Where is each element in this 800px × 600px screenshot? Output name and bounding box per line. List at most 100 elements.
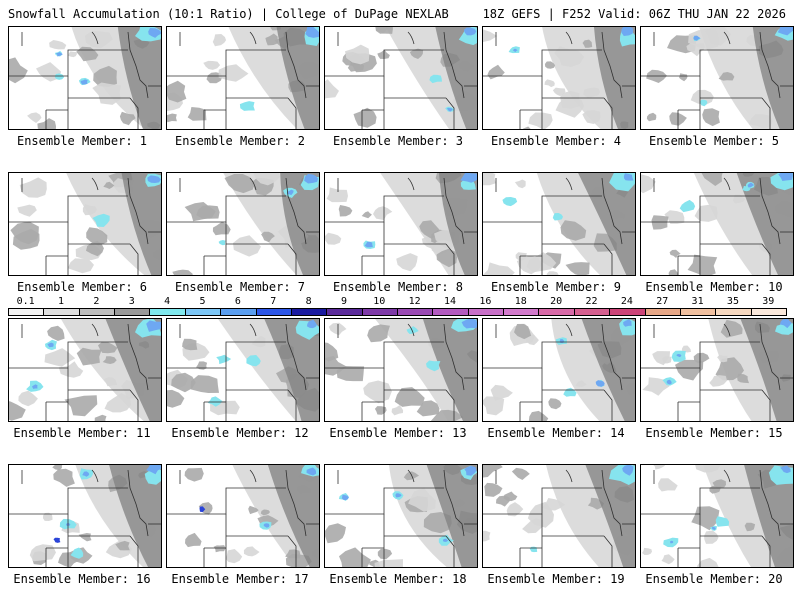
colorbar-swatch (184, 308, 222, 316)
run-valid-time: 18Z GEFS | F252 Valid: 06Z THU JAN 22 20… (482, 7, 786, 21)
colorbar-swatch (290, 308, 328, 316)
ensemble-panel: Ensemble Member: 3 (318, 26, 478, 156)
colorbar-tick-label: 22 (585, 296, 598, 307)
snowfall-map (8, 464, 162, 568)
ensemble-panel: Ensemble Member: 6 (2, 172, 162, 302)
colorbar-swatch (503, 308, 540, 316)
colorbar-tick-label: 16 (479, 296, 492, 307)
figure-title: Snowfall Accumulation (10:1 Ratio) | Col… (8, 7, 449, 21)
ensemble-panel: Ensemble Member: 12 (160, 318, 320, 448)
snowfall-map (640, 26, 794, 130)
member-label: Ensemble Member: 8 (332, 280, 464, 294)
ensemble-panel: Ensemble Member: 11 (2, 318, 162, 448)
ensemble-panel: Ensemble Member: 16 (2, 464, 162, 594)
colorbar-swatch (679, 308, 717, 316)
colorbar-tick-label: 18 (514, 296, 527, 307)
colorbar-tick-label: 12 (408, 296, 421, 307)
snowfall-colorbar: 0.1 1 2 3 4 5 6 7 8 9 10 12 14 16 18 20 22 24 27 31 35 39 (8, 296, 787, 320)
colorbar-swatch (8, 308, 45, 316)
snowfall-map (8, 318, 162, 422)
ensemble-panel: Ensemble Member: 1 (2, 26, 162, 156)
colorbar-swatch (573, 308, 611, 316)
member-label: Ensemble Member: 6 (16, 280, 148, 294)
snowfall-map (482, 318, 636, 422)
ensemble-panel: Ensemble Member: 9 (476, 172, 636, 302)
colorbar-swatch (432, 308, 469, 316)
ensemble-panel: Ensemble Member: 20 (634, 464, 794, 594)
member-label: Ensemble Member: 10 (645, 280, 783, 294)
member-label: Ensemble Member: 1 (16, 134, 148, 148)
member-label: Ensemble Member: 9 (490, 280, 622, 294)
member-label: Ensemble Member: 17 (171, 572, 309, 586)
colorbar-swatch (78, 308, 116, 316)
colorbar-swatch (149, 308, 186, 316)
colorbar-tick-label: 39 (762, 296, 775, 307)
colorbar-tick-label: 27 (656, 296, 669, 307)
colorbar-tick-label: 3 (128, 296, 135, 307)
snowfall-map (8, 172, 162, 276)
member-label: Ensemble Member: 13 (329, 426, 467, 440)
snowfall-map (482, 26, 636, 130)
member-label: Ensemble Member: 11 (13, 426, 151, 440)
colorbar-tick-label: 1 (58, 296, 65, 307)
colorbar-swatch (43, 308, 80, 316)
colorbar-tick-label: 2 (93, 296, 100, 307)
snowfall-map (640, 464, 794, 568)
colorbar-tick-label: 8 (305, 296, 312, 307)
ensemble-panel: Ensemble Member: 19 (476, 464, 636, 594)
ensemble-panel: Ensemble Member: 5 (634, 26, 794, 156)
colorbar-swatch (715, 308, 752, 316)
snowfall-map (166, 464, 320, 568)
member-label: Ensemble Member: 14 (487, 426, 625, 440)
colorbar-tick-label: 14 (444, 296, 457, 307)
colorbar-tick-label: 31 (691, 296, 704, 307)
colorbar-tick-label: 24 (620, 296, 633, 307)
colorbar-swatch (255, 308, 292, 316)
snowfall-map (324, 172, 478, 276)
ensemble-panel: Ensemble Member: 4 (476, 26, 636, 156)
member-label: Ensemble Member: 12 (171, 426, 309, 440)
snowfall-map (166, 318, 320, 422)
snowfall-map (166, 172, 320, 276)
member-label: Ensemble Member: 3 (332, 134, 464, 148)
colorbar-tick-label: 4 (164, 296, 171, 307)
member-label: Ensemble Member: 4 (490, 134, 622, 148)
snowfall-map (482, 464, 636, 568)
snowfall-map (640, 172, 794, 276)
snowfall-map (482, 172, 636, 276)
ensemble-panel: Ensemble Member: 13 (318, 318, 478, 448)
member-label: Ensemble Member: 2 (174, 134, 306, 148)
member-label: Ensemble Member: 7 (174, 280, 306, 294)
colorbar-swatch (114, 308, 151, 316)
colorbar-swatch (750, 308, 787, 316)
colorbar-swatch (361, 308, 398, 316)
colorbar-tick-label: 6 (234, 296, 241, 307)
snowfall-map (324, 318, 478, 422)
colorbar-swatch (538, 308, 575, 316)
snowfall-map (8, 26, 162, 130)
ensemble-panel: Ensemble Member: 14 (476, 318, 636, 448)
member-label: Ensemble Member: 16 (13, 572, 151, 586)
colorbar-tick-label: 9 (340, 296, 347, 307)
member-label: Ensemble Member: 15 (645, 426, 783, 440)
ensemble-panel: Ensemble Member: 17 (160, 464, 320, 594)
colorbar-swatch (467, 308, 505, 316)
ensemble-panel: Ensemble Member: 10 (634, 172, 794, 302)
colorbar-tick-label: 20 (550, 296, 563, 307)
snowfall-map (324, 26, 478, 130)
colorbar-swatch (609, 308, 646, 316)
colorbar-tick-label: 35 (726, 296, 739, 307)
colorbar-swatch (397, 308, 434, 316)
ensemble-panel: Ensemble Member: 2 (160, 26, 320, 156)
ensemble-panel: Ensemble Member: 7 (160, 172, 320, 302)
colorbar-tick-label: 5 (199, 296, 206, 307)
member-label: Ensemble Member: 5 (648, 134, 780, 148)
colorbar-swatch (644, 308, 681, 316)
colorbar-swatch (220, 308, 257, 316)
colorbar-tick-label: 10 (373, 296, 386, 307)
member-label: Ensemble Member: 18 (329, 572, 467, 586)
colorbar-tick-label: 7 (270, 296, 277, 307)
member-label: Ensemble Member: 19 (487, 572, 625, 586)
snowfall-map (640, 318, 794, 422)
